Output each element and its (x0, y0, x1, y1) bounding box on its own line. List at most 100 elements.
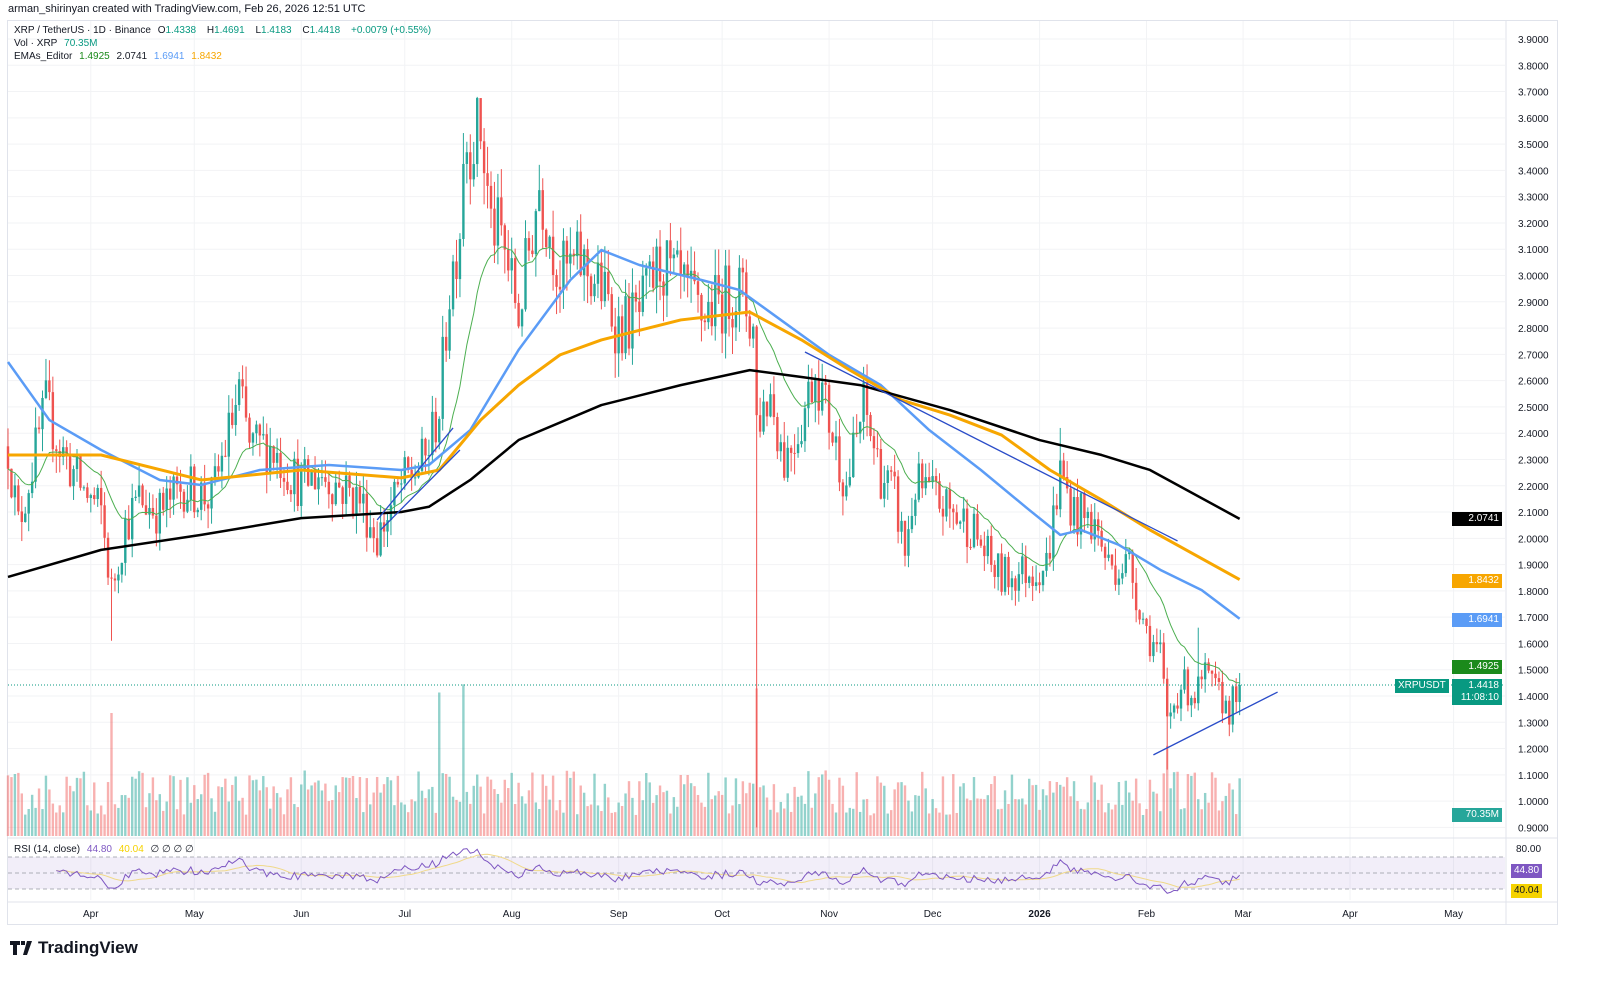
price-axis-label: 3.4000 (1518, 166, 1549, 177)
price-axis-label: 1.3000 (1518, 718, 1549, 729)
volume-bar (48, 789, 51, 836)
volume-bar (417, 771, 420, 836)
volume-bar (1197, 799, 1200, 836)
volume-bar (555, 810, 558, 836)
volume-bar (369, 804, 372, 836)
candle-body (168, 488, 172, 500)
candle-body (1134, 582, 1138, 611)
candle-body (1138, 610, 1141, 620)
volume-bar (189, 802, 193, 836)
volume-bar (693, 786, 696, 836)
volume-legend[interactable]: Vol · XRP 70.35M (14, 37, 102, 50)
candle-body (1128, 552, 1131, 555)
volume-bar (789, 811, 793, 836)
candle-body (858, 421, 862, 434)
volume-bar (313, 782, 317, 836)
volume-bar (324, 783, 327, 836)
volume-bar (1086, 802, 1090, 836)
candle-body (241, 379, 244, 387)
candle-body (451, 261, 455, 310)
candle-body (983, 545, 986, 557)
candle-body (231, 412, 234, 426)
volume-bar (75, 777, 79, 836)
price-axis-label: 3.0000 (1518, 272, 1549, 283)
candle-body (807, 381, 810, 409)
volume-bar (814, 793, 817, 836)
candle-body (593, 283, 596, 297)
candle-body (990, 535, 993, 565)
volume-bar (179, 779, 182, 836)
volume-bar (1007, 803, 1010, 836)
candle-body (1235, 686, 1238, 703)
rsi-legend[interactable]: RSI (14, close) 44.80 40.04 ∅ ∅ ∅ ∅ (14, 843, 198, 856)
candle-body (282, 478, 286, 482)
candle-body (596, 262, 600, 284)
candle-body (482, 141, 486, 174)
candle-body (1231, 686, 1234, 725)
time-axis-label: Mar (1234, 909, 1252, 920)
volume-bar (776, 812, 779, 836)
volume-bar (306, 789, 310, 836)
candle-body (407, 457, 410, 470)
volume-bar (879, 782, 883, 836)
candle-body (517, 302, 520, 327)
symbol-legend[interactable]: XRP / TetherUS · 1D · Binance O1.4338 H1… (14, 24, 435, 37)
volume-bar (821, 774, 824, 836)
candle-body (651, 261, 655, 288)
volume-bar (358, 777, 362, 836)
candle-body (1034, 582, 1038, 586)
candle-body (569, 253, 572, 264)
candle-body (821, 382, 824, 411)
candle-body (486, 173, 489, 186)
change-value: +0.0079 (+0.55%) (351, 25, 432, 36)
candle-body (910, 515, 914, 530)
candle-body (431, 411, 434, 456)
volume-bar (996, 809, 1000, 836)
candle-body (313, 470, 317, 490)
candle-body (1031, 576, 1034, 586)
volume-bar (548, 799, 551, 836)
candle-body (244, 386, 248, 418)
volume-bar (738, 804, 741, 836)
trendline (1153, 691, 1278, 756)
candle-body (883, 482, 886, 499)
tradingview-logo[interactable]: TradingView (10, 938, 138, 958)
volume-bar (1193, 772, 1196, 836)
volume-bar (99, 805, 103, 836)
time-axis-label: Nov (820, 909, 838, 920)
candle-body (945, 489, 948, 517)
volume-bar (931, 799, 934, 836)
volume-bar (158, 794, 161, 836)
trendline (380, 449, 461, 531)
candle-body (879, 449, 883, 499)
volume-bar (389, 780, 393, 836)
volume-bar (858, 811, 862, 836)
candle-body (348, 475, 351, 488)
volume-bar (79, 778, 82, 836)
volume-bar (1210, 772, 1214, 836)
candle-body (834, 436, 838, 443)
candle-body (334, 482, 337, 505)
candle-body (438, 418, 441, 443)
volume-bar (410, 799, 413, 836)
candle-body (662, 281, 665, 296)
candle-body (607, 271, 610, 295)
ema-legend[interactable]: EMAs_Editor 1.4925 2.0741 1.6941 1.8432 (14, 50, 226, 63)
candle-body (734, 311, 738, 328)
volume-bar (1176, 771, 1179, 836)
volume-bar (796, 796, 800, 836)
volume-bar (527, 790, 531, 836)
candle-body (1124, 554, 1127, 574)
candle-body (444, 336, 448, 351)
volume-bar (379, 792, 382, 836)
volume-bar (1052, 792, 1055, 836)
candle-body (789, 447, 793, 453)
candle-body (527, 238, 531, 251)
candle-body (30, 481, 34, 494)
volume-bar (1207, 802, 1210, 836)
trendline (804, 351, 1178, 542)
trendline (376, 427, 454, 521)
volume-bar (113, 804, 117, 836)
candle-body (589, 276, 593, 297)
